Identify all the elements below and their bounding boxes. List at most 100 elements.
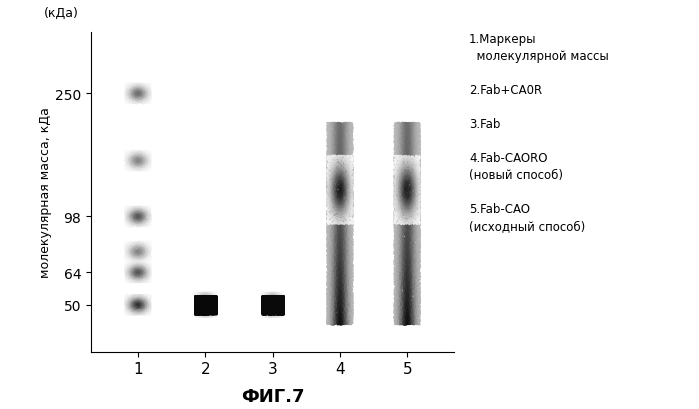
Point bbox=[329, 195, 340, 201]
Point bbox=[394, 160, 405, 166]
Point bbox=[391, 151, 403, 157]
Point bbox=[206, 297, 217, 303]
Point bbox=[258, 310, 269, 317]
Point bbox=[197, 297, 208, 303]
Point bbox=[201, 294, 212, 300]
Point bbox=[196, 293, 207, 300]
Point bbox=[136, 270, 147, 276]
Point bbox=[406, 144, 417, 150]
Point bbox=[346, 129, 357, 135]
Point bbox=[327, 191, 338, 198]
Point bbox=[323, 300, 334, 306]
Point bbox=[121, 101, 132, 107]
Point bbox=[122, 100, 134, 106]
Point bbox=[259, 299, 270, 305]
Point bbox=[400, 294, 411, 301]
Point bbox=[334, 145, 345, 152]
Point bbox=[277, 300, 288, 306]
Point bbox=[394, 155, 405, 161]
Point bbox=[122, 165, 133, 171]
Point bbox=[343, 153, 354, 159]
Point bbox=[404, 184, 415, 191]
Point bbox=[336, 177, 347, 183]
Point bbox=[345, 172, 356, 178]
Point bbox=[210, 304, 221, 310]
Point bbox=[140, 93, 152, 99]
Point bbox=[410, 176, 421, 183]
Point bbox=[259, 302, 271, 309]
Point bbox=[145, 276, 156, 283]
Point bbox=[129, 249, 140, 256]
Point bbox=[275, 306, 286, 313]
Point bbox=[208, 296, 219, 303]
Point bbox=[203, 299, 215, 306]
Point bbox=[140, 204, 152, 210]
Point bbox=[336, 220, 347, 227]
Point bbox=[327, 230, 338, 237]
Point bbox=[390, 220, 401, 226]
Point bbox=[391, 213, 403, 220]
Point bbox=[196, 312, 207, 318]
Point bbox=[412, 166, 423, 173]
Point bbox=[389, 288, 401, 294]
Point bbox=[144, 155, 155, 162]
Point bbox=[139, 164, 150, 171]
Point bbox=[138, 254, 150, 261]
Point bbox=[322, 317, 333, 323]
Point bbox=[136, 96, 147, 103]
Point bbox=[268, 299, 280, 305]
Point bbox=[340, 278, 352, 284]
Point bbox=[141, 217, 152, 224]
Point bbox=[210, 308, 221, 314]
Point bbox=[259, 297, 270, 303]
Point bbox=[196, 296, 208, 303]
Point bbox=[394, 190, 405, 197]
Point bbox=[126, 247, 137, 254]
Point bbox=[398, 275, 410, 281]
Point bbox=[266, 300, 278, 306]
Point bbox=[203, 311, 214, 317]
Point bbox=[397, 157, 408, 164]
Point bbox=[274, 295, 285, 301]
Point bbox=[326, 184, 337, 190]
Point bbox=[347, 277, 358, 284]
Point bbox=[143, 303, 154, 310]
Point bbox=[143, 298, 154, 304]
Point bbox=[270, 296, 281, 302]
Point bbox=[196, 306, 207, 312]
Point bbox=[394, 173, 405, 180]
Point bbox=[134, 160, 145, 166]
Point bbox=[276, 295, 287, 301]
Point bbox=[192, 301, 203, 307]
Point bbox=[275, 306, 287, 313]
Point bbox=[395, 236, 406, 243]
Point bbox=[208, 297, 219, 304]
Point bbox=[336, 291, 347, 298]
Point bbox=[263, 294, 274, 301]
Point bbox=[204, 312, 215, 319]
Point bbox=[196, 297, 207, 303]
Point bbox=[195, 304, 206, 310]
Point bbox=[323, 252, 334, 258]
Point bbox=[399, 173, 410, 180]
Point bbox=[403, 157, 415, 164]
Point bbox=[142, 263, 153, 270]
Point bbox=[144, 245, 155, 252]
Point bbox=[257, 303, 268, 309]
Point bbox=[194, 304, 205, 311]
Point bbox=[414, 214, 425, 221]
Point bbox=[273, 299, 284, 306]
Point bbox=[143, 153, 154, 160]
Point bbox=[189, 290, 200, 296]
Point bbox=[390, 135, 401, 142]
Point bbox=[192, 294, 203, 301]
Point bbox=[278, 307, 289, 313]
Point bbox=[326, 198, 338, 205]
Point bbox=[329, 203, 340, 210]
Point bbox=[201, 294, 212, 301]
Point bbox=[396, 258, 408, 264]
Point bbox=[323, 193, 334, 199]
Point bbox=[408, 277, 419, 283]
Point bbox=[326, 284, 338, 290]
Point bbox=[190, 297, 201, 303]
